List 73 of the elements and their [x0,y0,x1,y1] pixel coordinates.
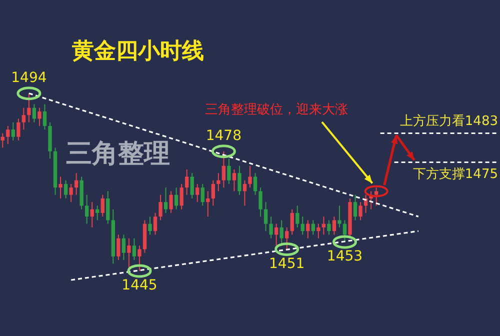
candlestick [164,187,168,214]
candlestick [374,187,378,206]
ref-line-label: 下方支撑1475 [412,166,498,182]
candlestick [269,216,273,239]
candlestick [116,234,120,261]
candlestick [196,183,200,203]
candlestick [232,168,236,192]
annotation: 1494 [11,70,47,86]
candlestick [100,194,104,218]
candlestick [127,238,131,268]
candlestick [32,104,36,123]
candlestick [69,183,73,203]
candlestick [264,202,268,232]
candlestick [58,176,62,199]
candlestick [306,220,310,239]
candlestick [22,107,26,130]
annotation: 1453 [326,248,363,265]
candlestick [11,122,15,141]
candlestick [153,212,158,236]
candlestick [342,220,347,242]
candlestick [6,125,10,145]
candlestick [85,194,89,224]
candlestick [190,172,194,199]
candlestick [158,194,162,221]
candlestick [238,165,242,196]
candlestick [132,238,136,261]
candlestick [242,180,247,206]
annotation: 1445 [122,278,158,294]
candlestick [0,132,4,148]
candlestick [169,190,173,214]
annotation: 三角整理破位，迎来大涨 [205,101,348,118]
ref-line-label: 上方压力看1483 [400,113,498,130]
candlestick [316,223,320,239]
candlestick [222,150,226,188]
candlestick [248,165,252,188]
candlestick [42,104,47,130]
candlestick [327,220,331,236]
candlestick [227,158,231,184]
annotation: 1451 [269,256,305,272]
candlestick [296,205,300,228]
candlestick [274,223,278,246]
candlestick [253,172,258,196]
candlestick [353,194,358,221]
candlestick [332,216,336,236]
candlestick [148,216,152,236]
candlestick [27,92,31,123]
candlestick [122,234,126,261]
candlestick [180,183,184,210]
candlestick [290,208,294,236]
candlestick [206,190,210,218]
candlestick [300,216,304,236]
candlestick [211,180,215,206]
candlestick [64,180,68,199]
candlestick [216,172,220,192]
candlestick [358,202,362,221]
candlestick [285,226,289,250]
candlestick [90,202,94,228]
candlestick [174,187,178,210]
candlestick [200,183,204,206]
candlestick [74,172,78,196]
candlestick [96,205,100,221]
candlestick [16,118,20,141]
annotation: 1478 [206,128,242,144]
candlestick [311,220,315,236]
candlestick [38,107,42,126]
annotation: 三角整理 [66,138,170,169]
candlestick [258,187,262,218]
candlestick [185,168,189,196]
candlestick [322,216,326,236]
candlestick [138,245,142,272]
candlestick [106,190,110,224]
candlestick [338,205,342,228]
chart-title: 黄金四小时线 [72,38,204,66]
